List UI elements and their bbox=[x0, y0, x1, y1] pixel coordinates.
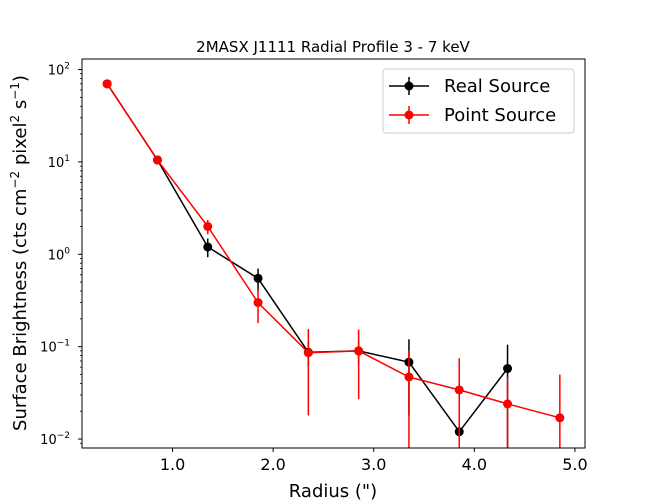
y-tick-label-base: 10 bbox=[48, 156, 65, 171]
y-tick-label-base: 10 bbox=[48, 64, 65, 79]
x-axis: 1.0 2.0 3.0 4.0 5.0 bbox=[160, 448, 588, 474]
y-tick-label: 102 bbox=[48, 62, 70, 79]
y-axis-label-sup-3: −1 bbox=[8, 82, 22, 100]
x-tick-label: 3.0 bbox=[361, 455, 386, 474]
y-tick-label-base: 10 bbox=[48, 248, 65, 263]
y-axis-label-mid: pixel bbox=[10, 123, 31, 171]
y-tick-label-exponent: −2 bbox=[57, 431, 70, 441]
data-point bbox=[404, 372, 414, 382]
data-point bbox=[454, 385, 464, 395]
y-axis-label-base: Surface Brightness (cts cm bbox=[10, 189, 31, 431]
x-axis-label: Radius (") bbox=[289, 481, 377, 502]
y-tick-label: 100 bbox=[48, 246, 71, 263]
plot-frame bbox=[81, 58, 586, 449]
data-point bbox=[503, 364, 513, 374]
legend-box bbox=[382, 68, 575, 134]
y-tick-label-exponent: −1 bbox=[57, 339, 70, 349]
data-point bbox=[503, 399, 513, 409]
data-point bbox=[203, 242, 213, 252]
series-point-source bbox=[102, 79, 565, 448]
data-point bbox=[253, 273, 263, 283]
data-point bbox=[152, 155, 162, 165]
data-point bbox=[102, 79, 112, 89]
y-tick-label-base: 10 bbox=[40, 341, 57, 356]
x-tick-label: 4.0 bbox=[462, 455, 487, 474]
series-line bbox=[106, 83, 509, 433]
chart-title: 2MASX J1111 Radial Profile 3 - 7 keV bbox=[196, 38, 470, 56]
data-point bbox=[354, 346, 364, 356]
y-axis-label-sup-2: 2 bbox=[8, 115, 22, 123]
legend-label-real-source: Real Source bbox=[444, 76, 550, 97]
y-tick-label: 10−2 bbox=[40, 431, 70, 448]
data-point bbox=[555, 413, 565, 423]
legend: Real Source Point Source bbox=[382, 68, 575, 134]
y-axis-label: Surface Brightness (cts cm−2 pixel2 s−1) bbox=[8, 75, 31, 431]
legend-entry-point-source: Point Source bbox=[389, 105, 556, 126]
series-layer bbox=[102, 79, 565, 448]
data-point bbox=[203, 221, 213, 231]
y-axis-label-sup-1: −2 bbox=[8, 171, 22, 189]
data-point bbox=[253, 298, 263, 308]
legend-label-point-source: Point Source bbox=[444, 105, 556, 126]
y-axis-label-end: ) bbox=[10, 75, 31, 82]
y-tick-label-exponent: 2 bbox=[64, 62, 70, 72]
y-tick-label-exponent: 0 bbox=[64, 246, 70, 256]
y-tick-label-exponent: 1 bbox=[64, 154, 70, 164]
legend-marker-point-source bbox=[404, 110, 414, 120]
series-real-source bbox=[102, 79, 513, 448]
y-tick-label: 10−1 bbox=[40, 339, 70, 356]
x-tick-label: 5.0 bbox=[562, 455, 587, 474]
x-tick-label: 2.0 bbox=[260, 455, 285, 474]
y-tick-label-base: 10 bbox=[40, 433, 57, 448]
y-axis-label-mid-2: s bbox=[10, 100, 31, 115]
legend-entry-real-source: Real Source bbox=[389, 76, 550, 97]
x-tick-label: 1.0 bbox=[160, 455, 185, 474]
data-point bbox=[303, 348, 313, 358]
legend-marker-real-source bbox=[404, 81, 414, 91]
y-tick-label: 101 bbox=[48, 154, 70, 171]
series-line bbox=[106, 83, 560, 419]
